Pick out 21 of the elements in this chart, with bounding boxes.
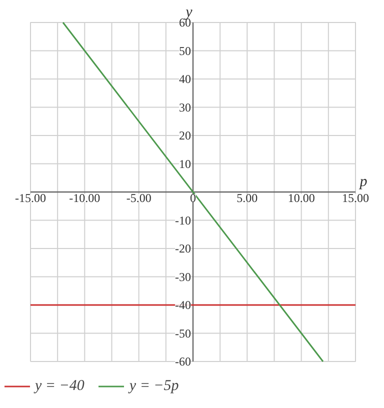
y-tick-label: -40 — [175, 298, 192, 312]
x-tick-label: 0 — [190, 191, 196, 205]
y-tick-label: 20 — [179, 128, 191, 142]
y-tick-label: -30 — [175, 270, 192, 284]
y-tick-label: 50 — [179, 44, 191, 58]
y-tick-label: -50 — [175, 326, 192, 340]
x-tick-label: -5.00 — [126, 191, 152, 205]
y-tick-label: -10 — [175, 213, 192, 228]
x-axis-title: p — [358, 174, 368, 190]
x-tick-label: 15.00 — [342, 191, 369, 205]
x-tick-label: 5.00 — [236, 191, 258, 205]
x-tick-label: 10.00 — [288, 191, 315, 205]
legend-label: y = −5p — [129, 378, 179, 394]
legend-label: y = −40 — [35, 378, 84, 394]
y-tick-label: -20 — [175, 242, 192, 256]
y-tick-label: 40 — [179, 72, 191, 86]
y-tick-label: 10 — [179, 156, 191, 171]
y-tick-label: 30 — [179, 100, 191, 114]
y-tick-label: -60 — [175, 354, 192, 368]
x-tick-label: -10.00 — [69, 191, 100, 205]
x-tick-label: -15.00 — [15, 191, 46, 205]
